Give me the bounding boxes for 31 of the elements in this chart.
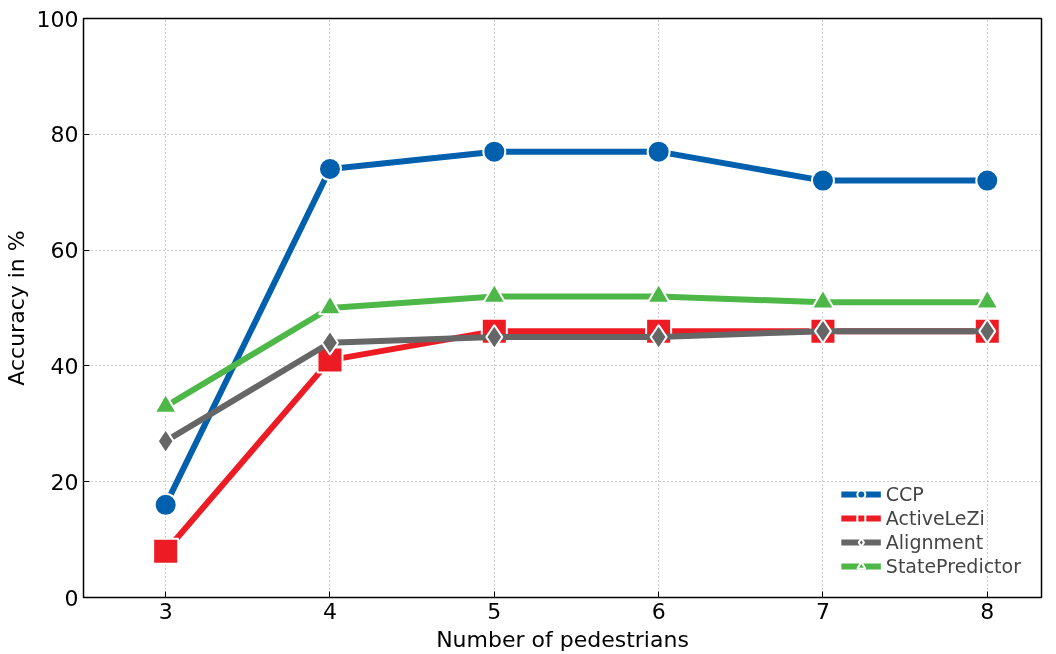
x-tick-label: 8: [980, 598, 995, 624]
y-tick-label: 40: [50, 353, 79, 379]
point: [482, 139, 507, 164]
x-tick-label: 6: [651, 598, 666, 624]
x-tick-label: 4: [322, 598, 337, 624]
point: [153, 492, 178, 517]
point: [978, 318, 997, 345]
point: [649, 323, 668, 350]
legend-label: StatePredictor: [885, 555, 1021, 577]
point: [810, 168, 835, 193]
x-axis-title: Number of pedestrians: [436, 626, 689, 652]
point: [156, 428, 175, 455]
legend-label: ActiveLeZi: [885, 507, 985, 529]
point: [317, 157, 342, 182]
point: [813, 318, 832, 345]
x-tick-label: 3: [158, 598, 173, 624]
y-tick-label: 60: [50, 238, 79, 264]
y-tick-label: 80: [50, 122, 79, 148]
point: [975, 168, 1000, 193]
legend-label: Alignment: [885, 531, 984, 553]
legend-label: CCP: [885, 483, 924, 505]
y-axis-title: Accuracy in %: [3, 230, 29, 386]
y-tick-label: 20: [50, 469, 79, 495]
point: [152, 537, 180, 565]
point: [485, 323, 504, 350]
y-tick-label: 100: [36, 6, 79, 32]
x-tick-label: 7: [815, 598, 830, 624]
point: [320, 329, 339, 356]
x-tick-label: 5: [487, 598, 502, 624]
point: [646, 139, 671, 164]
y-tick-label: 0: [64, 585, 79, 611]
